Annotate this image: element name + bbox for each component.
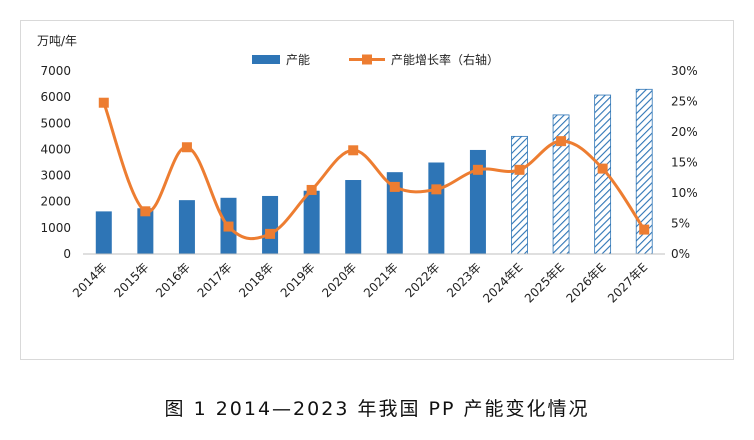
bar xyxy=(178,200,195,254)
growth-marker xyxy=(181,142,192,153)
growth-marker xyxy=(389,181,400,192)
y-axis-left: 0 1000 2000 3000 4000 5000 6000 7000 xyxy=(40,64,71,261)
y-axis-right: 0% 5% 10% 15% 20% 25% 30% xyxy=(671,64,698,261)
y-tick-label-right: 25% xyxy=(671,95,698,109)
x-tick-label: 2014年 xyxy=(70,260,110,300)
growth-marker xyxy=(556,136,567,147)
bar xyxy=(428,162,445,254)
x-tick-label: 2025年E xyxy=(522,260,567,305)
bar xyxy=(303,190,320,254)
legend-line-label: 产能增长率（右轴） xyxy=(391,52,499,67)
y-axis-unit-label: 万吨/年 xyxy=(37,34,77,48)
growth-marker xyxy=(98,97,109,108)
bar xyxy=(262,195,279,254)
y-tick-label-left: 7000 xyxy=(40,64,71,78)
combo-chart: 万吨/年 产能 产能增长率（右轴） 0 1000 2000 3000 4000 5000 6… xyxy=(37,34,698,306)
y-tick-label-left: 0 xyxy=(63,247,71,261)
growth-line-series xyxy=(98,97,650,241)
growth-marker xyxy=(472,164,483,175)
x-tick-label: 2021年 xyxy=(361,260,401,300)
legend-bar-swatch xyxy=(252,55,280,64)
y-tick-label-left: 3000 xyxy=(40,169,71,183)
x-tick-label: 2027年E xyxy=(605,260,650,305)
growth-marker xyxy=(431,184,442,195)
y-tick-label-left: 4000 xyxy=(40,142,71,156)
bar-forecast xyxy=(511,135,528,255)
y-tick-label-right: 30% xyxy=(671,64,698,78)
x-tick-label: 2023年 xyxy=(444,260,484,300)
y-tick-label-right: 5% xyxy=(671,217,690,231)
x-tick-label: 2020年 xyxy=(319,260,359,300)
y-tick-label-left: 2000 xyxy=(40,195,71,209)
growth-marker xyxy=(140,206,151,217)
bar xyxy=(469,149,486,254)
bar-forecast xyxy=(552,114,570,255)
x-tick-label: 2018年 xyxy=(236,260,276,300)
growth-marker xyxy=(265,228,276,239)
figure-caption: 图 1 2014—2023 年我国 PP 产能变化情况 xyxy=(164,398,590,420)
x-tick-label: 2026年E xyxy=(563,260,608,305)
y-tick-label-right: 0% xyxy=(671,247,690,261)
growth-marker xyxy=(597,163,608,174)
growth-marker xyxy=(223,221,234,232)
bar xyxy=(386,172,403,254)
bar xyxy=(95,211,112,254)
legend-bar-label: 产能 xyxy=(286,53,310,67)
x-tick-label: 2016年 xyxy=(153,260,193,300)
y-tick-label-left: 1000 xyxy=(40,221,71,235)
x-axis: 2014年 2015年 2016年 2017年 2018年 2019年 2020年 2021年… xyxy=(70,260,650,305)
growth-marker xyxy=(514,164,525,175)
x-tick-label: 2017年 xyxy=(195,260,235,300)
legend: 产能 产能增长率（右轴） xyxy=(252,52,499,67)
x-tick-label: 2022年 xyxy=(402,260,442,300)
y-tick-label-right: 20% xyxy=(671,125,698,139)
x-tick-label: 2015年 xyxy=(111,260,151,300)
bar xyxy=(137,208,154,254)
y-tick-label-left: 5000 xyxy=(40,116,71,130)
x-tick-label: 2024年E xyxy=(480,260,525,305)
y-tick-label-left: 6000 xyxy=(40,90,71,104)
growth-marker xyxy=(348,145,359,156)
y-tick-label-right: 15% xyxy=(671,156,698,170)
y-tick-label-right: 10% xyxy=(671,186,698,200)
bar-series xyxy=(95,88,653,255)
x-tick-label: 2019年 xyxy=(278,260,318,300)
legend-line-marker xyxy=(362,54,372,65)
growth-marker xyxy=(306,184,317,195)
bar xyxy=(345,180,362,254)
growth-marker xyxy=(639,224,650,235)
chart-frame: 万吨/年 产能 产能增长率（右轴） 0 1000 2000 3000 4000 5000 6… xyxy=(20,20,734,360)
